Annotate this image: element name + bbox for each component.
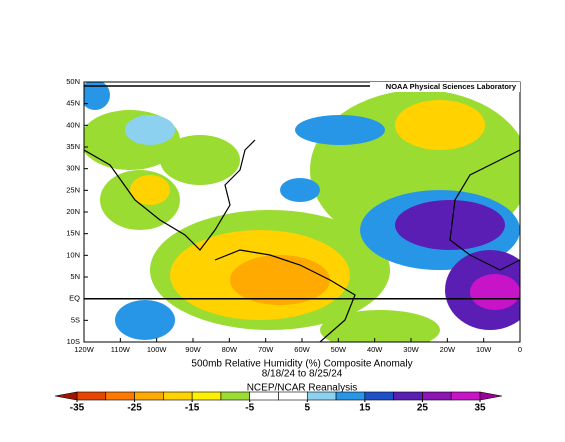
lon-label: 90W	[185, 345, 201, 354]
lon-label: 10W	[476, 345, 492, 354]
colorbar-box	[393, 391, 423, 401]
lon-label: 70W	[258, 345, 274, 354]
lat-label: 35N	[66, 142, 80, 151]
lon-label: 60W	[294, 345, 310, 354]
lat-label: 10N	[66, 250, 80, 259]
colorbar-box	[249, 391, 279, 401]
colorbar-label: -5	[245, 403, 254, 414]
colorbar-label: 25	[417, 403, 429, 414]
colorbar-box	[422, 391, 452, 401]
lon-label: 110W	[111, 345, 131, 354]
colorbar-box	[76, 391, 107, 401]
lat-label: 30N	[66, 164, 80, 173]
colorbar-box	[105, 391, 135, 401]
lat-label: 25N	[66, 185, 80, 194]
colorbar-under	[54, 391, 78, 401]
lon-label: 120W	[74, 345, 95, 354]
colorbar-label: 15	[359, 403, 371, 414]
colorbar-box	[278, 391, 308, 401]
colorbar-box	[134, 391, 164, 401]
colorbar-box	[163, 391, 193, 401]
label-box	[370, 82, 520, 92]
colorbar-box	[450, 391, 481, 401]
colorbar-box	[220, 391, 251, 401]
lat-label: 40N	[66, 120, 80, 129]
colorbar-box	[335, 391, 366, 401]
lon-label: 0	[518, 345, 522, 354]
lat-label: 50N	[66, 77, 80, 86]
colorbar-box	[191, 391, 222, 401]
colorbar-label: 5	[305, 403, 311, 414]
lon-label: 30W	[403, 345, 419, 354]
lat-label: 15N	[66, 229, 80, 238]
colorbar-label: -25	[127, 403, 142, 414]
lat-label: 10S	[67, 337, 80, 346]
anomaly-field	[84, 82, 520, 342]
colorbar-label: -15	[185, 403, 200, 414]
caption-dates: 8/18/24 to 8/25/24	[262, 369, 343, 380]
colorbar-box	[306, 391, 337, 401]
caption-source: NCEP/NCAR Reanalysis	[247, 383, 358, 394]
colorbar-label: 35	[474, 403, 486, 414]
lat-label: 45N	[66, 99, 80, 108]
lon-label: 80W	[222, 345, 238, 354]
caption-title: 500mb Relative Humidity (%) Composite An…	[191, 359, 412, 370]
colorbar-box	[364, 391, 394, 401]
lon-label: 50W	[331, 345, 347, 354]
lab-label: NOAA Physical Sciences Laboratory	[386, 82, 517, 91]
colorbar-label: -35	[70, 403, 85, 414]
lon-label: 40W	[367, 345, 383, 354]
lat-label: 20N	[66, 207, 80, 216]
lon-label: 20W	[440, 345, 456, 354]
lat-label: 5S	[71, 315, 80, 324]
lat-label: EQ	[69, 294, 80, 303]
colorbar-over	[479, 391, 503, 401]
lon-label: 100W	[147, 345, 168, 354]
lat-label: 5N	[70, 272, 80, 281]
